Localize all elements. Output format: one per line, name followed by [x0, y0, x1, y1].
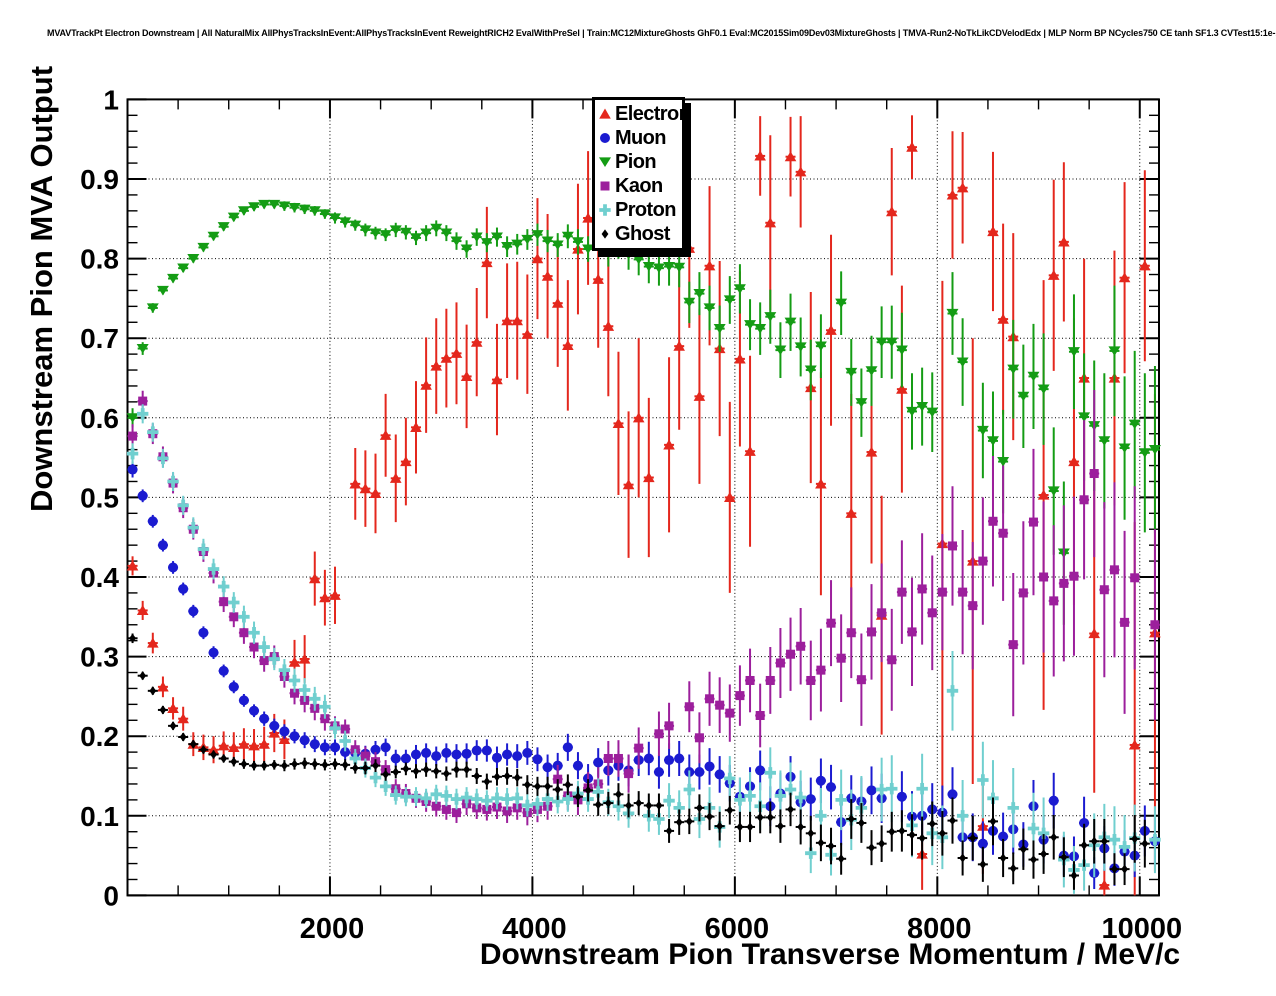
svg-text:0.4: 0.4: [80, 562, 119, 593]
svg-text:4000: 4000: [502, 913, 567, 945]
legend-item-pion: Pion: [598, 151, 682, 173]
circle-marker-icon: [598, 131, 612, 145]
legend-item-muon: Muon: [598, 127, 682, 149]
svg-text:0: 0: [103, 880, 119, 911]
y-axis-title: Downstream Pion MVA Output: [24, 65, 59, 512]
svg-text:0.3: 0.3: [80, 642, 119, 673]
svg-text:0.9: 0.9: [80, 164, 119, 195]
legend-label: Proton: [615, 198, 676, 221]
x-axis-title: Downstream Pion Transverse Momentum / Me…: [479, 938, 1181, 971]
square-marker-icon: [598, 179, 612, 193]
svg-text:0.8: 0.8: [80, 244, 119, 275]
legend-item-electron: Electron: [598, 103, 691, 125]
svg-text:0.7: 0.7: [80, 323, 119, 354]
svg-text:6000: 6000: [705, 913, 770, 945]
legend-label: Muon: [615, 126, 667, 149]
page-title: MVAVTrackPt Electron Downstream | All Na…: [47, 28, 1276, 38]
legend-label: Pion: [615, 150, 657, 173]
legend-item-proton: Proton: [598, 199, 682, 221]
svg-text:0.6: 0.6: [80, 403, 119, 434]
legend-item-ghost: Ghost: [598, 223, 682, 245]
svg-text:0.5: 0.5: [80, 482, 119, 513]
cross-marker-icon: [598, 203, 612, 217]
legend-label: Electron: [615, 102, 691, 125]
diamond-marker-icon: [598, 227, 612, 241]
legend-label: Ghost: [615, 222, 670, 245]
svg-text:2000: 2000: [300, 913, 365, 945]
svg-text:1: 1: [103, 84, 119, 115]
triangle-down-marker-icon: [598, 155, 612, 169]
triangle-up-marker-icon: [598, 107, 612, 121]
legend-item-kaon: Kaon: [598, 175, 682, 197]
svg-text:8000: 8000: [907, 913, 972, 945]
svg-text:10000: 10000: [1101, 913, 1182, 945]
svg-text:0.1: 0.1: [80, 801, 119, 832]
legend: Electron Muon Pion Kaon Proton Ghost: [592, 97, 691, 251]
legend-label: Kaon: [615, 174, 663, 197]
svg-text:0.2: 0.2: [80, 721, 119, 752]
